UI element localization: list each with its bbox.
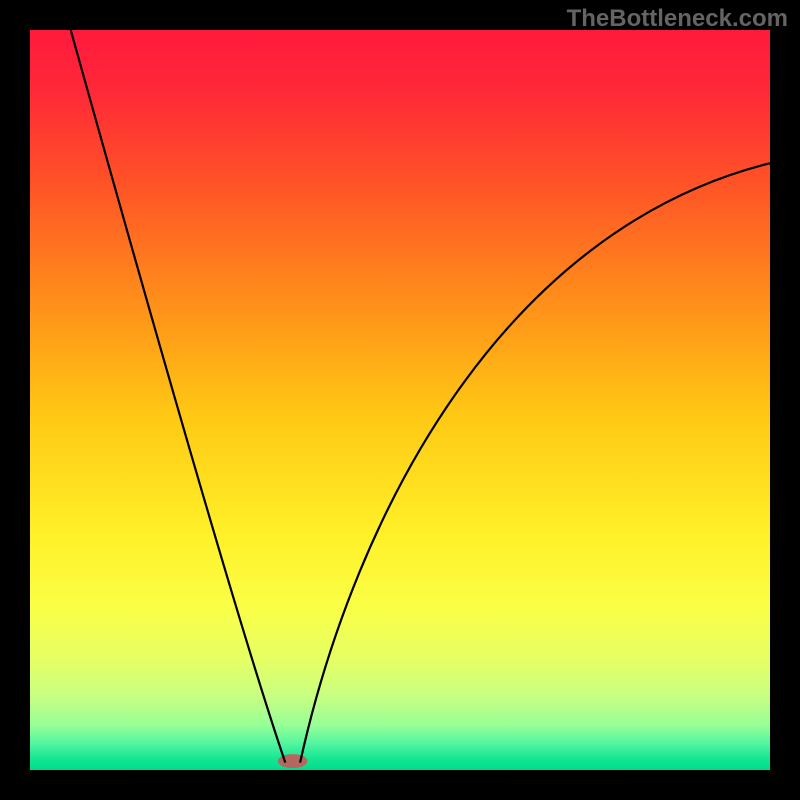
plot-area bbox=[30, 30, 770, 770]
watermark-text: TheBottleneck.com bbox=[567, 5, 788, 33]
gradient-background bbox=[30, 30, 770, 770]
outer-frame: TheBottleneck.com bbox=[0, 0, 800, 800]
chart-svg bbox=[30, 30, 770, 770]
